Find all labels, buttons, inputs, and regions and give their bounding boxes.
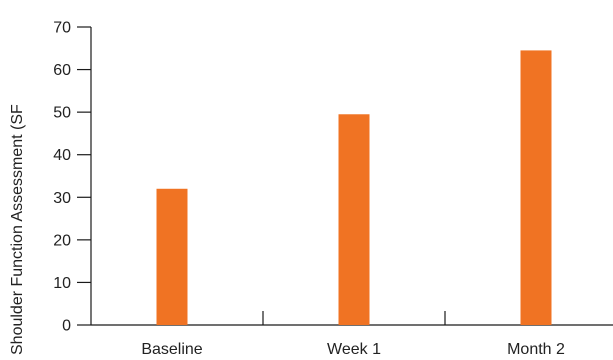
y-tick-label: 40 bbox=[53, 147, 71, 164]
y-axis-title-group: Shoulder Function Assessment (SF bbox=[9, 104, 26, 355]
x-tick-label: Week 1 bbox=[327, 341, 381, 358]
y-tick-label: 60 bbox=[53, 62, 71, 79]
bar bbox=[520, 50, 552, 326]
bar bbox=[156, 188, 188, 325]
x-tick-label: Month 2 bbox=[507, 341, 565, 358]
y-tick-label: 30 bbox=[53, 190, 71, 207]
bars bbox=[156, 50, 552, 326]
y-axis: 0 10 20 30 40 50 60 70 bbox=[53, 20, 92, 335]
bar bbox=[338, 114, 370, 326]
y-tick-label: 70 bbox=[53, 20, 71, 37]
x-tick-label: Baseline bbox=[141, 341, 202, 358]
y-tick-label: 0 bbox=[62, 318, 71, 335]
y-tick-label: 50 bbox=[53, 105, 71, 122]
y-axis-title: Shoulder Function Assessment (SF bbox=[9, 104, 26, 355]
y-tick-label: 10 bbox=[53, 275, 71, 292]
y-tick-label: 20 bbox=[53, 232, 71, 249]
